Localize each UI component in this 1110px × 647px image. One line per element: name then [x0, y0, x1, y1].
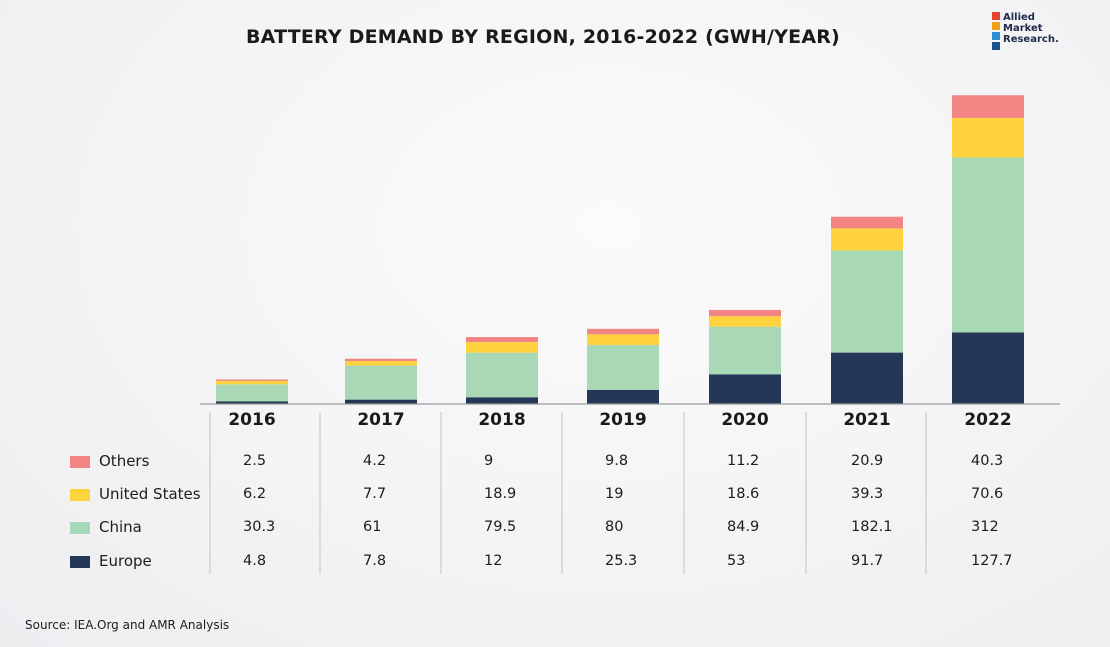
- bar-europe-2022: [952, 332, 1024, 404]
- bar-united-states-2022: [952, 117, 1024, 158]
- logo-mark-icon: [992, 12, 1002, 54]
- source-note: Source: IEA.Org and AMR Analysis: [25, 618, 230, 632]
- table-cell: 91.7: [851, 553, 884, 569]
- chart-title: BATTERY DEMAND BY REGION, 2016-2022 (GWH…: [246, 26, 840, 48]
- bar-others-2017: [345, 358, 417, 362]
- bar-united-states-2016: [216, 380, 288, 385]
- table-cell: 30.3: [243, 519, 276, 535]
- bar-europe-2017: [345, 399, 417, 404]
- logo-text: Allied Market Research.: [1003, 12, 1059, 45]
- table-cell: 20.9: [851, 453, 884, 469]
- bar-china-2018: [466, 352, 538, 398]
- legend-label: United States: [99, 485, 201, 503]
- table-dividers-layer: [209, 412, 927, 574]
- table-cell: 312: [971, 519, 999, 535]
- x-tick-label: 2022: [964, 410, 1012, 430]
- legend-swatch: [70, 456, 90, 468]
- bar-others-2016: [216, 379, 288, 381]
- legend-swatch: [70, 489, 90, 501]
- table-cell: 2.5: [243, 453, 267, 469]
- table-cell: 182.1: [851, 519, 893, 535]
- amr-logo: Allied Market Research.: [992, 12, 1082, 58]
- legend-label: Europe: [99, 552, 152, 570]
- stacked-bar-chart: [200, 95, 1060, 574]
- legend-label: Others: [99, 452, 150, 470]
- table-cell: 127.7: [971, 553, 1013, 569]
- table-cell: 39.3: [851, 486, 884, 502]
- table-cell: 79.5: [484, 519, 517, 535]
- x-tick-label: 2020: [721, 410, 769, 430]
- table-cell: 9: [484, 453, 494, 469]
- bar-china-2022: [952, 157, 1024, 333]
- table-cell: 11.2: [727, 453, 760, 469]
- bar-china-2020: [709, 326, 781, 375]
- x-tick-label: 2016: [228, 410, 276, 430]
- table-cell: 61: [363, 519, 382, 535]
- bar-others-2018: [466, 337, 538, 343]
- table-cell: 18.6: [727, 486, 760, 502]
- bar-united-states-2017: [345, 361, 417, 366]
- table-cell: 53: [727, 553, 746, 569]
- table-cell: 80: [605, 519, 624, 535]
- bar-europe-2016: [216, 401, 288, 404]
- bars-layer: [216, 95, 1024, 404]
- bar-united-states-2021: [831, 228, 903, 251]
- bar-china-2016: [216, 384, 288, 402]
- bar-europe-2018: [466, 397, 538, 404]
- legend-swatch: [70, 522, 90, 534]
- bar-others-2021: [831, 216, 903, 229]
- legend-swatch: [70, 556, 90, 568]
- bar-others-2020: [709, 309, 781, 317]
- table-cell: 7.8: [363, 553, 387, 569]
- table-cell: 25.3: [605, 553, 638, 569]
- x-tick-label: 2018: [478, 410, 526, 430]
- legend-label: China: [99, 518, 142, 536]
- table-cell: 4.2: [363, 453, 387, 469]
- x-tick-label: 2019: [599, 410, 647, 430]
- bar-china-2017: [345, 365, 417, 400]
- bar-china-2021: [831, 250, 903, 353]
- table-cell: 12: [484, 553, 503, 569]
- x-tick-label: 2017: [357, 410, 405, 430]
- table-cell: 9.8: [605, 453, 629, 469]
- bar-china-2019: [587, 344, 659, 390]
- table-cell: 40.3: [971, 453, 1004, 469]
- bar-united-states-2020: [709, 316, 781, 327]
- table-cell: 18.9: [484, 486, 517, 502]
- table-cell: 84.9: [727, 519, 760, 535]
- bar-europe-2020: [709, 374, 781, 404]
- table-cell: 70.6: [971, 486, 1004, 502]
- bar-europe-2019: [587, 389, 659, 404]
- bar-others-2022: [952, 95, 1024, 118]
- x-tick-label: 2021: [843, 410, 891, 430]
- table-cell: 19: [605, 486, 624, 502]
- table-cell: 6.2: [243, 486, 267, 502]
- bar-others-2019: [587, 328, 659, 335]
- bar-europe-2021: [831, 352, 903, 404]
- table-cell: 4.8: [243, 553, 267, 569]
- bar-united-states-2018: [466, 342, 538, 353]
- table-cell: 7.7: [363, 486, 387, 502]
- bar-united-states-2019: [587, 334, 659, 345]
